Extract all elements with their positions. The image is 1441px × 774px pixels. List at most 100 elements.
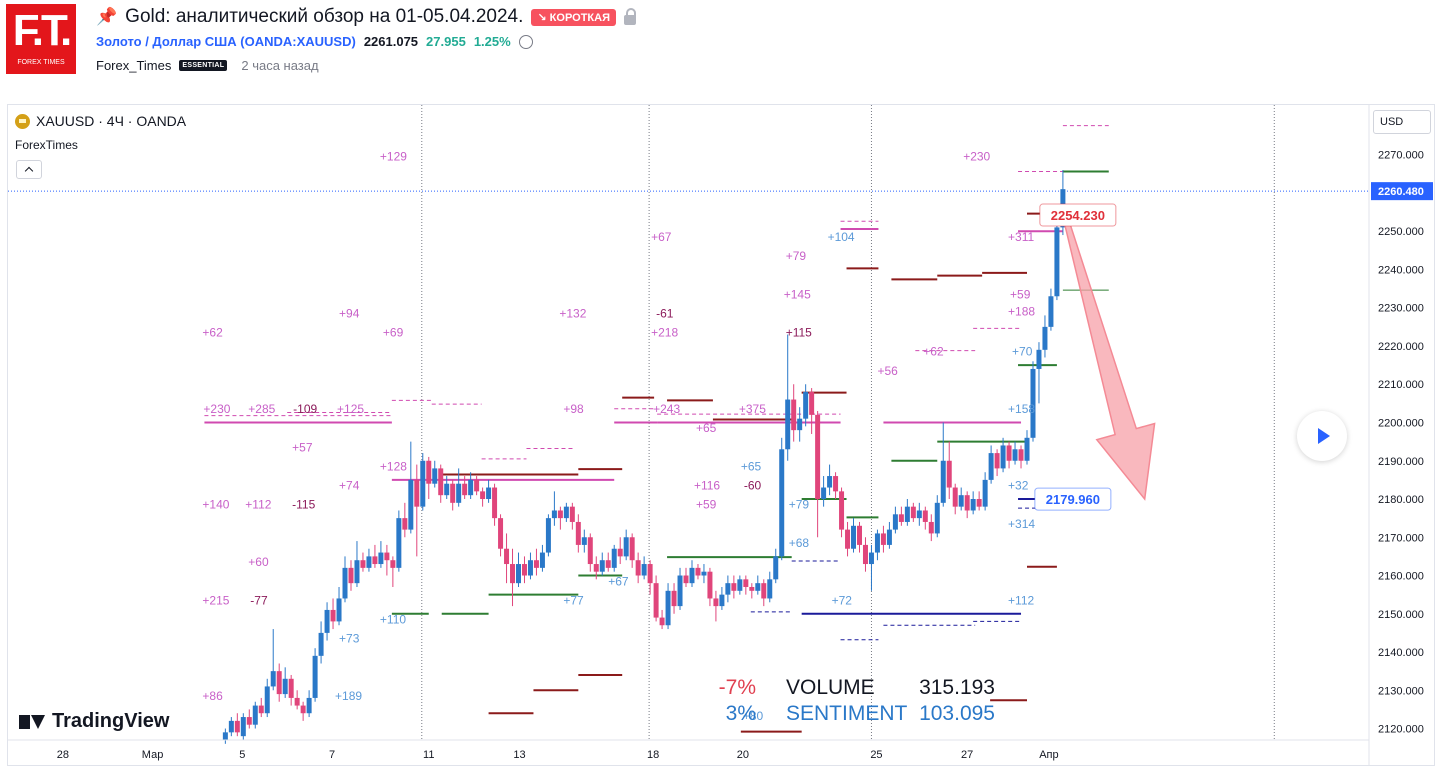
level-label: +218 — [651, 326, 678, 340]
current-price-label: 2260.480 — [1378, 186, 1424, 198]
level-label: +57 — [292, 440, 313, 454]
symbol-row: Золото / Доллар США (OANDA:XAUUSD) 2261.… — [96, 34, 533, 49]
candle-body — [521, 564, 527, 576]
candle-body — [318, 632, 324, 656]
stat-value: 103.095 — [919, 702, 995, 725]
level-label: +314 — [1008, 517, 1035, 531]
alarm-clock-icon[interactable] — [518, 34, 533, 49]
level-label: +59 — [696, 498, 717, 512]
symbol-link[interactable]: Золото / Доллар США (OANDA:XAUUSD) — [96, 34, 356, 49]
level-label: +230 — [203, 402, 230, 416]
candle-body — [228, 720, 234, 733]
time-tick-label: 25 — [870, 749, 882, 761]
author-name[interactable]: Forex_Times — [96, 58, 172, 73]
forextimes-logo[interactable]: F.T. FOREX TIMES — [6, 4, 76, 74]
candle-body — [851, 525, 857, 549]
watermark-text: TradingView — [52, 710, 170, 732]
candle-body — [288, 678, 294, 698]
pin-icon: 📌 — [96, 7, 118, 26]
level-label: +230 — [963, 150, 990, 164]
symbol-code[interactable]: OANDA:XAUUSD — [244, 34, 352, 49]
candle-body — [653, 583, 659, 618]
candle-body — [545, 518, 551, 553]
level-label: +116 — [694, 479, 720, 493]
candle-body — [402, 518, 408, 530]
candle-body — [252, 705, 258, 725]
price-tick-label: 2130.000 — [1378, 685, 1424, 697]
candle-body — [456, 483, 462, 503]
price-tick-label: 2140.000 — [1378, 647, 1424, 659]
bearish-forecast-arrow — [1060, 206, 1156, 501]
candle-body — [390, 560, 396, 568]
candle-body — [958, 495, 964, 507]
chart-legend[interactable]: XAUUSD · 4Ч · OANDA — [15, 113, 186, 129]
play-replay-button[interactable] — [1297, 411, 1347, 461]
collapse-legend-button[interactable] — [16, 160, 42, 179]
candle-body — [575, 521, 581, 545]
price-tick-label: 2200.000 — [1378, 418, 1424, 430]
candle-body — [988, 453, 994, 480]
candle-body — [827, 476, 833, 488]
level-label: -61 — [656, 306, 674, 320]
candle-body — [527, 560, 533, 576]
candle-body — [940, 460, 946, 503]
candle-body — [874, 533, 880, 553]
level-label: +73 — [339, 632, 360, 646]
candle-body — [420, 460, 426, 507]
indicator-name[interactable]: ForexTimes — [15, 138, 78, 152]
candle-body — [737, 579, 743, 591]
level-label: +80 — [743, 709, 764, 723]
candle-body — [498, 518, 504, 549]
lock-icon — [623, 8, 636, 25]
candle-body — [659, 617, 665, 626]
candle-body — [539, 552, 545, 568]
candle-body — [468, 479, 474, 496]
symbol-name[interactable]: Золото / Доллар США — [96, 34, 237, 49]
candle-body — [1006, 445, 1012, 461]
candle-body — [1024, 437, 1030, 461]
level-label: +67 — [651, 230, 672, 244]
candle-body — [366, 556, 372, 568]
annotation-label: 2254.230 — [1051, 208, 1105, 223]
candle-body — [623, 537, 629, 557]
candle-body — [581, 537, 587, 545]
candle-body — [444, 483, 450, 496]
level-label: +215 — [202, 593, 229, 607]
candle-body — [749, 586, 755, 591]
level-label: +67 — [608, 574, 629, 588]
candle-body — [683, 575, 689, 584]
time-tick-label: 18 — [647, 749, 659, 761]
candle-body — [504, 548, 510, 565]
candle-body — [593, 564, 599, 572]
candle-body — [324, 609, 330, 633]
candle-body — [665, 590, 671, 626]
candle-body — [743, 579, 749, 587]
gold-coin-icon — [15, 113, 30, 129]
candle-body — [354, 560, 360, 584]
candle-body — [480, 491, 486, 500]
price-tick-label: 2180.000 — [1378, 494, 1424, 506]
candle-body — [707, 571, 713, 599]
candle-body — [533, 560, 539, 568]
direction-badge: ↘ КОРОТКАЯ — [531, 8, 616, 26]
logo-text: F.T. — [12, 6, 72, 55]
candle-body — [1048, 296, 1054, 327]
last-price: 2261.075 — [363, 34, 419, 49]
candle-body — [486, 487, 492, 500]
candle-body — [833, 476, 839, 492]
candle-body — [1042, 326, 1048, 350]
level-label: +32 — [1008, 479, 1029, 493]
level-label: +98 — [563, 402, 584, 416]
level-label: +145 — [784, 287, 811, 301]
candle-body — [587, 537, 593, 565]
candle-body — [557, 510, 563, 519]
currency-button[interactable]: USD — [1373, 110, 1431, 134]
price-tick-label: 2170.000 — [1378, 532, 1424, 544]
level-label: +62 — [202, 326, 223, 340]
price-tick-label: 2230.000 — [1378, 303, 1424, 315]
candle-body — [294, 697, 300, 706]
level-label: +79 — [789, 498, 810, 512]
chart-frame[interactable] — [7, 104, 1435, 766]
candle-body — [641, 564, 647, 576]
